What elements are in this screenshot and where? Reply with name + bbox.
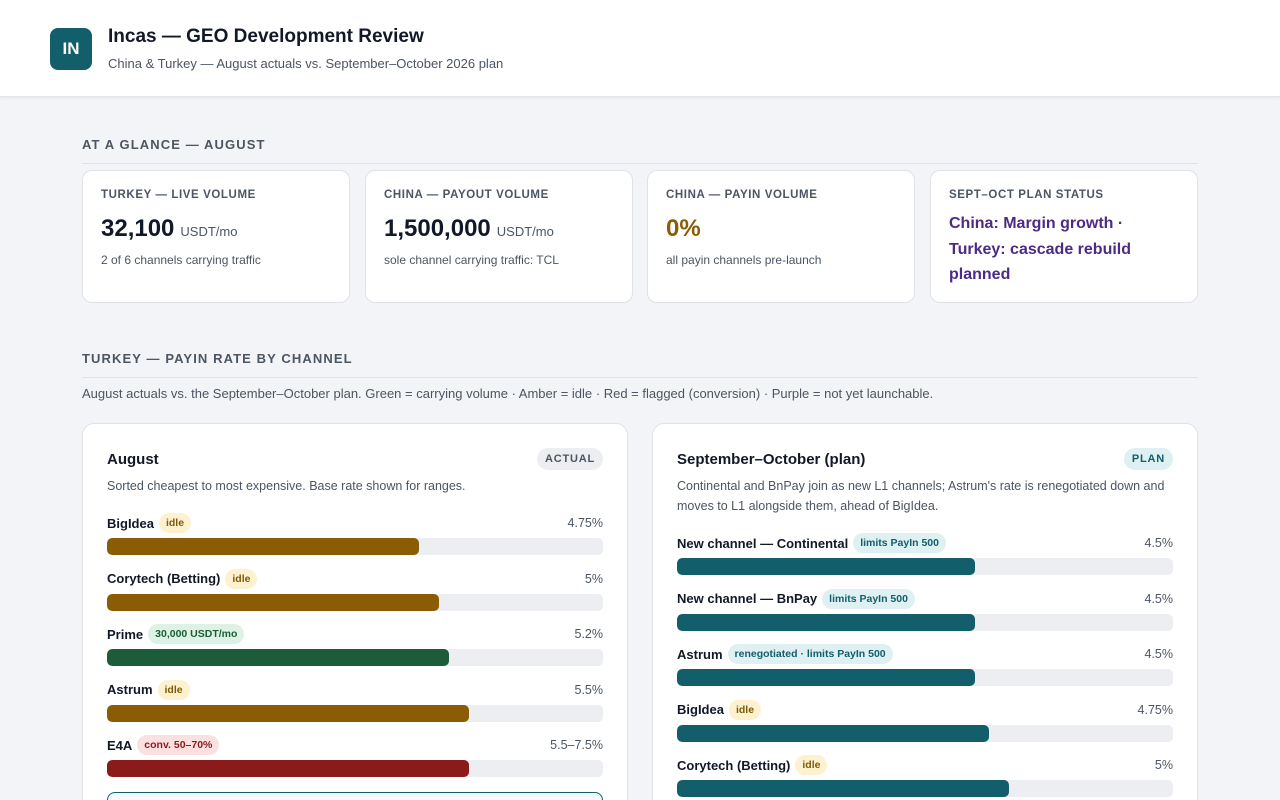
highlighted-row bbox=[107, 792, 603, 800]
channel-rate: 4.5% bbox=[1144, 591, 1174, 606]
rate-bar-track bbox=[107, 760, 603, 777]
card-china-payin-volume: CHINA — PAYIN VOLUME 0% all payin channe… bbox=[647, 170, 915, 303]
plan-status-text: China: Margin growth · Turkey: cascade r… bbox=[949, 215, 1131, 283]
panel-title: August bbox=[107, 450, 159, 468]
card-china-payout-volume: CHINA — PAYOUT VOLUME 1,500,000 USDT/mo … bbox=[365, 170, 633, 303]
channel-status-tag: idle bbox=[158, 513, 192, 533]
channel-status-tag: limits PayIn 500 bbox=[853, 533, 946, 553]
rate-bar-fill bbox=[677, 724, 990, 742]
channel-row: Corytech (Betting) idle 5% bbox=[677, 754, 1173, 800]
card-value: 32,100 bbox=[101, 215, 175, 242]
card-value: 1,500,000 bbox=[384, 215, 491, 242]
panel-title: September–October (plan) bbox=[677, 450, 866, 468]
rate-bar-track bbox=[677, 669, 1173, 686]
rate-bar-fill bbox=[677, 669, 975, 686]
rate-bar-track bbox=[677, 780, 1173, 797]
channel-name: E4A bbox=[107, 737, 133, 753]
turkey-divider bbox=[82, 377, 1198, 378]
channel-name: Astrum bbox=[107, 682, 153, 697]
rate-bar-fill bbox=[107, 593, 440, 611]
page-title: Incas — GEO Development Review bbox=[108, 26, 424, 47]
plan-badge: PLAN bbox=[1123, 448, 1173, 470]
card-note: 2 of 6 channels carrying traffic bbox=[101, 253, 261, 267]
turkey-section-title: TURKEY — PAYIN RATE BY CHANNEL bbox=[82, 351, 353, 366]
card-unit: USDT/mo bbox=[180, 224, 238, 239]
rate-bar-fill bbox=[677, 613, 975, 631]
rate-bar-fill bbox=[107, 704, 470, 722]
rate-bar-fill bbox=[107, 538, 420, 555]
card-unit: USDT/mo bbox=[496, 224, 554, 239]
actual-badge: ACTUAL bbox=[536, 448, 603, 470]
channel-rate: 5.2% bbox=[574, 627, 604, 641]
rate-bar-track bbox=[677, 724, 1173, 742]
card-label: SEPT–OCT PLAN STATUS bbox=[949, 189, 1104, 201]
rate-bar-track bbox=[107, 649, 603, 666]
channel-status-tag: idle bbox=[795, 755, 828, 775]
rate-bar-fill bbox=[107, 760, 470, 777]
glance-divider bbox=[82, 163, 1198, 164]
rate-bar-fill bbox=[677, 558, 975, 575]
rate-bar-fill bbox=[677, 780, 1010, 797]
rate-bar-fill bbox=[107, 649, 450, 666]
plan-channel-list: New channel — Continental limits PayIn 50… bbox=[677, 532, 1173, 800]
channel-name: Corytech (Betting) bbox=[677, 757, 791, 773]
channel-status-tag: renegotiated · limits PayIn 500 bbox=[727, 644, 893, 664]
channel-status-tag: idle bbox=[225, 568, 258, 589]
card-label: CHINA — PAYIN VOLUME bbox=[666, 189, 818, 201]
channel-row: E4A conv. 50–70% 5.5–7.5% bbox=[107, 734, 603, 790]
channel-rate: 4.75% bbox=[567, 516, 603, 530]
channel-rate: 4.75% bbox=[1137, 702, 1173, 717]
channel-row: BigIdea idle 4.75% bbox=[677, 699, 1173, 755]
channel-rate: 5% bbox=[584, 571, 603, 586]
card-plan-status: SEPT–OCT PLAN STATUS China: Margin growt… bbox=[930, 170, 1198, 303]
card-note: sole channel carrying traffic: TCL bbox=[384, 253, 559, 267]
card-label: CHINA — PAYOUT VOLUME bbox=[384, 189, 549, 201]
channel-name: Astrum bbox=[677, 646, 723, 662]
card-value: 0% bbox=[666, 215, 701, 242]
channel-status-tag: limits PayIn 500 bbox=[822, 588, 915, 609]
channel-row: BigIdea idle 4.75% bbox=[107, 512, 603, 568]
card-turkey-live-volume: TURKEY — LIVE VOLUME 32,100 USDT/mo 2 of… bbox=[82, 170, 350, 303]
channel-name: Corytech (Betting) bbox=[107, 571, 221, 586]
channel-rate: 5.5–7.5% bbox=[550, 738, 603, 752]
channel-status-tag: idle bbox=[157, 679, 190, 700]
rate-bar-track bbox=[677, 558, 1173, 575]
august-channel-list: BigIdea idle 4.75% Corytech (Betting) idle 5%… bbox=[107, 512, 603, 790]
turkey-legend-description: August actuals vs. the September–October… bbox=[82, 386, 934, 401]
card-note: all payin channels pre-launch bbox=[666, 253, 822, 267]
channel-name: BigIdea bbox=[677, 702, 724, 717]
page-subtitle: China & Turkey — August actuals vs. Sept… bbox=[108, 56, 504, 71]
channel-rate: 5% bbox=[1154, 758, 1173, 772]
channel-row: Astrum renegotiated · limits PayIn 500 4.5… bbox=[677, 643, 1173, 699]
channel-row: New channel — BnPay limits PayIn 500 4.5% bbox=[677, 588, 1173, 644]
rate-bar-track bbox=[677, 613, 1173, 631]
rate-bar-track bbox=[107, 704, 603, 722]
august-panel: August ACTUAL Sorted cheapest to most ex… bbox=[82, 423, 628, 800]
rate-bar-track bbox=[107, 593, 603, 611]
channel-status-tag: conv. 50–70% bbox=[137, 735, 220, 755]
channel-rate: 4.5% bbox=[1144, 536, 1174, 550]
channel-row: Prime 30,000 USDT/mo 5.2% bbox=[107, 623, 603, 679]
channel-rate: 4.5% bbox=[1144, 647, 1174, 661]
channel-row: Astrum idle 5.5% bbox=[107, 679, 603, 735]
channel-status-tag: 30,000 USDT/mo bbox=[148, 624, 245, 644]
channel-row: New channel — Continental limits PayIn 50… bbox=[677, 532, 1173, 588]
channel-name: New channel — BnPay bbox=[677, 591, 818, 606]
rate-bar-track bbox=[107, 538, 603, 555]
channel-name: BigIdea bbox=[107, 515, 154, 531]
channel-row: Corytech (Betting) idle 5% bbox=[107, 568, 603, 624]
plan-panel: September–October (plan) PLAN Continenta… bbox=[652, 423, 1198, 800]
card-label: TURKEY — LIVE VOLUME bbox=[101, 189, 256, 201]
channel-rate: 5.5% bbox=[574, 682, 604, 697]
app-logo: IN bbox=[50, 28, 92, 70]
channel-name: New channel — Continental bbox=[677, 535, 849, 551]
header-bar: IN Incas — GEO Development Review China … bbox=[0, 0, 1280, 97]
panel-subtitle: Sorted cheapest to most expensive. Base … bbox=[107, 479, 466, 493]
channel-status-tag: idle bbox=[728, 699, 762, 720]
panel-subtitle: Continental and BnPay join as new L1 cha… bbox=[677, 479, 1165, 513]
channel-name: Prime bbox=[107, 626, 144, 642]
glance-section-title: AT A GLANCE — AUGUST bbox=[82, 137, 266, 152]
